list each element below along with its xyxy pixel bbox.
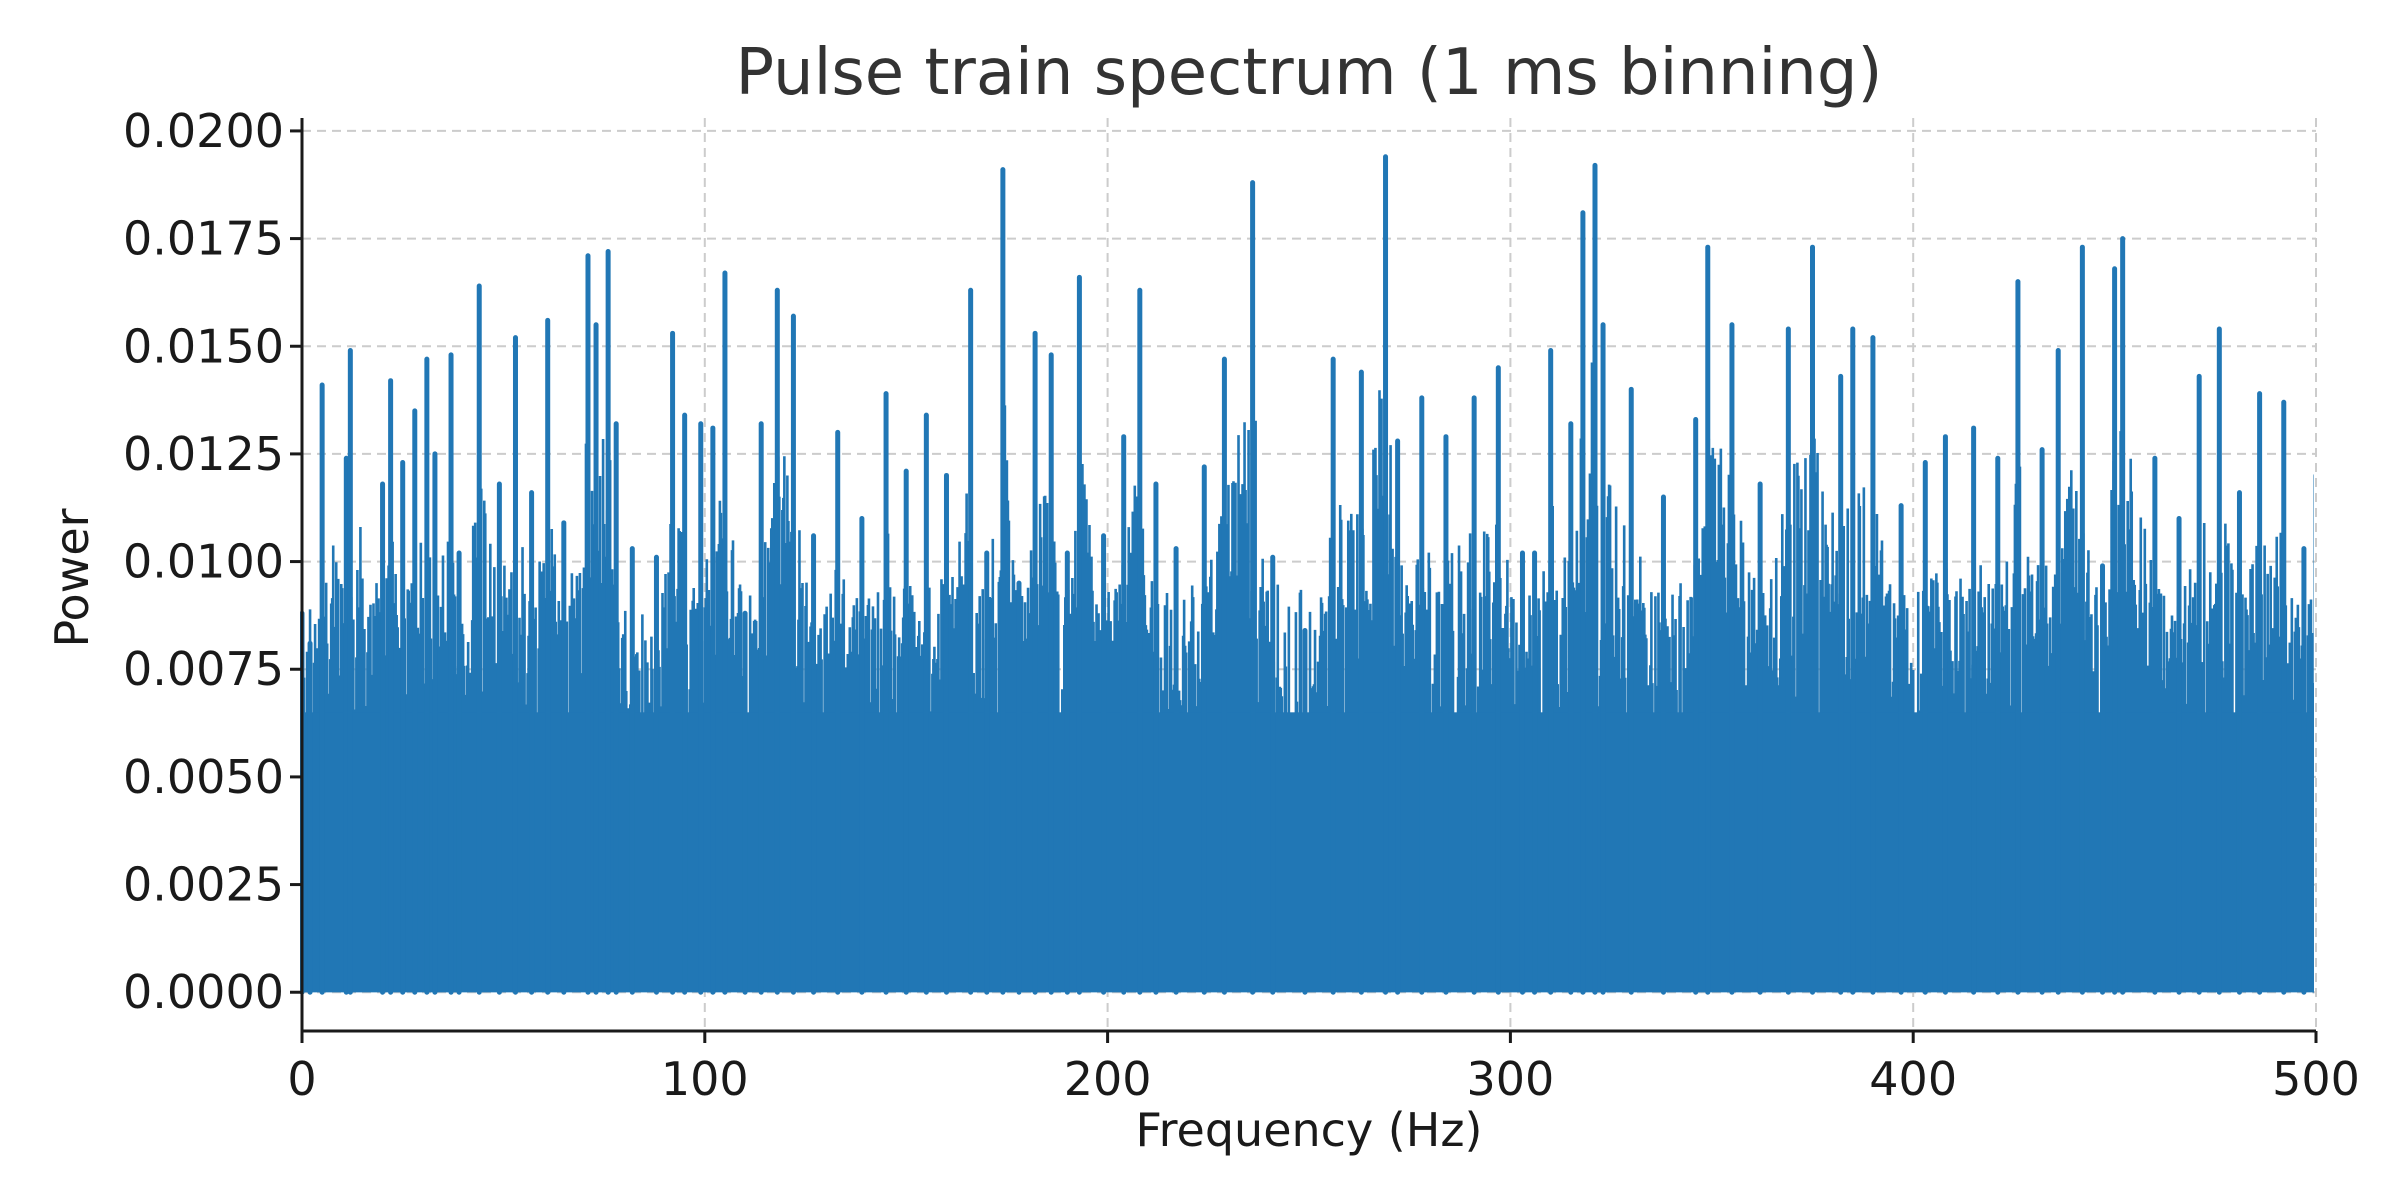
x-tick-label: 400 [1869,1052,1957,1106]
y-axis-label: Power [45,508,99,647]
y-tick-label: 0.0075 [123,642,284,696]
y-tick-label: 0.0025 [123,858,284,912]
y-tick-label: 0.0125 [123,427,284,481]
y-tick-label: 0.0175 [123,212,284,266]
spectrum-base-band [302,712,2314,993]
x-axis-label: Frequency (Hz) [1136,1103,1483,1157]
chart-title: Pulse train spectrum (1 ms binning) [736,36,1883,110]
x-tick-label: 0 [287,1052,316,1106]
y-tick-label: 0.0150 [123,319,284,373]
y-tick-label: 0.0100 [123,535,284,589]
x-tick-label: 200 [1064,1052,1152,1106]
x-tick-label: 300 [1466,1052,1554,1106]
x-tick-label: 100 [661,1052,749,1106]
y-tick-label: 0.0000 [123,965,284,1019]
x-tick-label: 500 [2272,1052,2360,1106]
series-layer [300,154,2314,995]
tick-layer: 0.0000 0.0025 0.0050 0.0075 0.0100 0.0125 0.01… [123,104,2360,1106]
y-tick-label: 0.0050 [123,750,284,804]
y-tick-label: 0.0200 [123,104,284,158]
